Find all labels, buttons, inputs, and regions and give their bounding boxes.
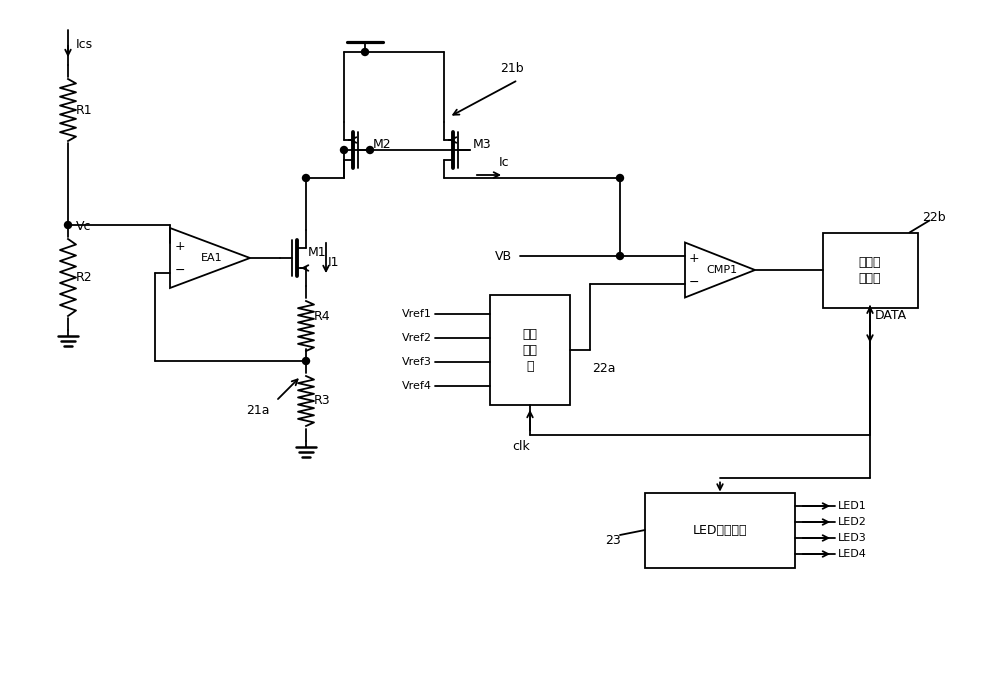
Text: LED2: LED2 bbox=[838, 517, 867, 527]
Text: Ics: Ics bbox=[76, 38, 93, 51]
Text: R4: R4 bbox=[314, 309, 331, 322]
Text: LED4: LED4 bbox=[838, 549, 867, 559]
Text: 持电路: 持电路 bbox=[859, 272, 881, 284]
Text: I1: I1 bbox=[328, 257, 340, 270]
Circle shape bbox=[340, 146, 348, 154]
Circle shape bbox=[362, 49, 368, 55]
Circle shape bbox=[616, 175, 624, 181]
Text: +: + bbox=[175, 239, 185, 253]
Bar bbox=[490, 295, 570, 405]
Text: R1: R1 bbox=[76, 104, 93, 117]
Text: 22b: 22b bbox=[922, 211, 946, 224]
Text: Ic: Ic bbox=[499, 156, 510, 169]
Text: 选择: 选择 bbox=[522, 344, 538, 357]
Text: M3: M3 bbox=[473, 138, 492, 152]
Text: R2: R2 bbox=[76, 271, 93, 284]
Text: 22a: 22a bbox=[592, 361, 616, 375]
Bar bbox=[645, 493, 795, 568]
Text: −: − bbox=[689, 276, 699, 288]
Text: 器: 器 bbox=[526, 359, 534, 373]
Text: EA1: EA1 bbox=[201, 253, 223, 263]
Text: +: + bbox=[689, 251, 699, 264]
Text: 21b: 21b bbox=[500, 61, 524, 75]
Text: Vref3: Vref3 bbox=[402, 357, 432, 367]
Bar bbox=[822, 233, 918, 307]
Text: 23: 23 bbox=[605, 534, 621, 547]
Text: Vc: Vc bbox=[76, 220, 92, 233]
Circle shape bbox=[302, 357, 310, 365]
Text: VB: VB bbox=[495, 249, 512, 262]
Text: −: − bbox=[175, 264, 185, 276]
Text: Vref4: Vref4 bbox=[402, 381, 432, 391]
Text: R3: R3 bbox=[314, 394, 331, 408]
Text: M1: M1 bbox=[308, 247, 327, 259]
Text: clk: clk bbox=[512, 441, 530, 454]
Text: DATA: DATA bbox=[875, 309, 907, 322]
Text: 采样保: 采样保 bbox=[859, 255, 881, 268]
Circle shape bbox=[64, 222, 72, 228]
Text: LED3: LED3 bbox=[838, 533, 867, 543]
Text: 21a: 21a bbox=[246, 404, 270, 417]
Text: LED1: LED1 bbox=[838, 501, 867, 511]
Text: LED解码电路: LED解码电路 bbox=[693, 524, 747, 537]
Text: M2: M2 bbox=[373, 138, 392, 152]
Circle shape bbox=[302, 175, 310, 181]
Text: Vref1: Vref1 bbox=[402, 309, 432, 319]
Text: CMP1: CMP1 bbox=[706, 265, 738, 275]
Text: 多路: 多路 bbox=[522, 328, 538, 340]
Circle shape bbox=[616, 253, 624, 259]
Circle shape bbox=[366, 146, 374, 154]
Text: Vref2: Vref2 bbox=[402, 333, 432, 343]
